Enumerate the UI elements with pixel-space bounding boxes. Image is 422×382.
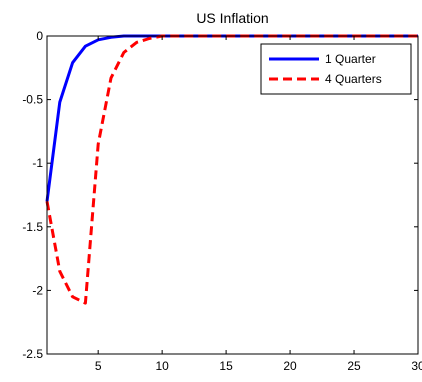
y-tick-label: 0 [36, 29, 43, 43]
y-tick-label: -0.5 [22, 93, 43, 107]
y-tick-label: -1.5 [22, 220, 43, 234]
y-tick-label: -2 [32, 283, 43, 297]
plot-frame [46, 35, 419, 355]
x-tick-label: 15 [219, 359, 233, 373]
legend: 1 Quarter 4 Quarters [260, 43, 412, 95]
x-tick-label: 25 [347, 359, 361, 373]
chart-title: US Inflation [196, 10, 268, 26]
tick-layer: 5 10 15 20 25 30 0 -0.5 -1 -1.5 -2 -2.5 [22, 29, 422, 373]
x-tick-label: 30 [411, 359, 422, 373]
legend-label-2: 4 Quarters [325, 72, 382, 86]
y-tick-label: -2.5 [22, 347, 43, 361]
legend-label-1: 1 Quarter [325, 52, 376, 66]
y-tick-label: -1 [32, 156, 43, 170]
legend-box [260, 43, 412, 95]
x-tick-label: 5 [95, 359, 102, 373]
x-tick-label: 20 [283, 359, 297, 373]
x-tick-label: 10 [155, 359, 169, 373]
